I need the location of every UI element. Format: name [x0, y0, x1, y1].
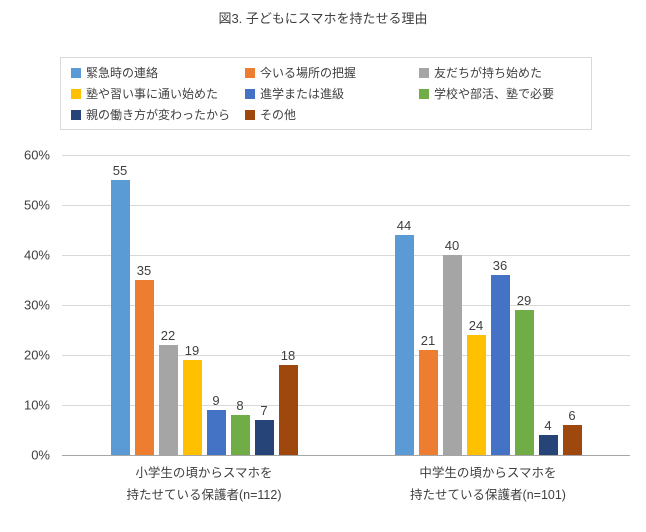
legend-swatch	[71, 88, 81, 99]
plot-area: 55 35 22 19 9 8 7 18 44 21 40 24 36 29 4 6	[62, 155, 630, 456]
chart-title: 図3. 子どもにスマホを持たせる理由	[218, 11, 428, 26]
legend-swatch	[71, 109, 81, 120]
bar-value-label: 24	[468, 318, 484, 333]
legend-item: 学校や部活、塾で必要	[419, 85, 593, 102]
y-tick-label: 50%	[23, 197, 50, 213]
bar-group: 44 21 40 24 36 29 4 6	[346, 155, 630, 455]
bar-value-label: 40	[444, 238, 460, 253]
legend-swatch	[245, 67, 255, 78]
bar: 55	[110, 155, 130, 455]
legend-label: 緊急時の連絡	[86, 66, 159, 80]
legend-label: 友だちが持ち始めた	[434, 66, 543, 80]
bar-rect	[134, 280, 154, 455]
bar: 44	[394, 155, 414, 455]
bar-value-label: 55	[112, 163, 128, 178]
bar-rect	[562, 425, 582, 455]
gridline	[62, 355, 630, 356]
y-axis: 60% 50% 40% 30% 20% 10% 0%	[6, 148, 54, 463]
bar-value-label: 6	[568, 408, 576, 423]
bar: 29	[514, 155, 534, 455]
y-tick-label: 20%	[23, 347, 50, 363]
legend-item: 緊急時の連絡	[71, 64, 245, 81]
bar-rect	[110, 180, 130, 455]
bar: 6	[562, 155, 582, 455]
bar-value-label: 36	[492, 258, 508, 273]
legend-label: 学校や部活、塾で必要	[434, 87, 555, 101]
bar-rect	[206, 410, 226, 455]
y-tick-label: 10%	[23, 397, 50, 413]
legend-item: 友だちが持ち始めた	[419, 64, 593, 81]
x-axis-labels: 小学生の頃からスマホを 持たせている保護者(n=112) 中学生の頃からスマホを 持た…	[62, 462, 630, 506]
legend-label: 進学または進級	[260, 87, 345, 101]
bar-rect	[538, 435, 558, 455]
y-tick-label: 30%	[23, 297, 50, 313]
bar-groups: 55 35 22 19 9 8 7 18 44 21 40 24 36 29 4 6	[62, 155, 630, 455]
bar-rect	[466, 335, 486, 455]
y-tick-label: 40%	[23, 247, 50, 263]
y-tick-label: 60%	[23, 147, 50, 163]
legend-label: 塾や習い事に通い始めた	[86, 87, 219, 101]
bar-value-label: 22	[160, 328, 176, 343]
bar-rect	[418, 350, 438, 455]
bar-rect	[158, 345, 178, 455]
bar: 36	[490, 155, 510, 455]
legend: 緊急時の連絡 今いる場所の把握 友だちが持ち始めた塾や習い事に通い始めた 進学または進…	[60, 57, 592, 130]
bar-rect	[182, 360, 202, 455]
bar-rect	[442, 255, 462, 455]
bar: 4	[538, 155, 558, 455]
gridline	[62, 405, 630, 406]
bar-rect	[514, 310, 534, 455]
legend-item: その他	[245, 106, 419, 123]
bar: 22	[158, 155, 178, 455]
bar-rect	[254, 420, 274, 455]
bar: 40	[442, 155, 462, 455]
bar: 19	[182, 155, 202, 455]
bar-value-label: 19	[184, 343, 200, 358]
category-label: 小学生の頃からスマホを 持たせている保護者(n=112)	[126, 466, 282, 502]
legend-swatch	[245, 109, 255, 120]
legend-label: 今いる場所の把握	[260, 66, 357, 80]
legend-label: 親の働き方が変わったから	[86, 108, 231, 122]
gridline	[62, 255, 630, 256]
bar: 35	[134, 155, 154, 455]
bar-group: 55 35 22 19 9 8 7 18	[62, 155, 346, 455]
legend-swatch	[419, 88, 429, 99]
legend-swatch	[245, 88, 255, 99]
legend-swatch	[419, 67, 429, 78]
legend-swatch	[71, 67, 81, 78]
gridline	[62, 155, 630, 156]
bar-value-label: 44	[396, 218, 412, 233]
bar: 7	[254, 155, 274, 455]
y-tick-label: 0%	[31, 447, 50, 463]
bar-value-label: 35	[136, 263, 152, 278]
bar: 8	[230, 155, 250, 455]
bar: 18	[278, 155, 298, 455]
bar-value-label: 8	[236, 398, 244, 413]
bar-value-label: 29	[516, 293, 532, 308]
legend-item: 今いる場所の把握	[245, 64, 419, 81]
bar-rect	[490, 275, 510, 455]
bar: 9	[206, 155, 226, 455]
bar-value-label: 4	[544, 418, 552, 433]
x-axis-line	[62, 455, 630, 456]
bar-value-label: 7	[260, 403, 268, 418]
gridline	[62, 205, 630, 206]
category-label: 中学生の頃からスマホを 持たせている保護者(n=101)	[410, 466, 566, 502]
legend-item: 親の働き方が変わったから	[71, 106, 245, 123]
legend-item: 塾や習い事に通い始めた	[71, 85, 245, 102]
bar-value-label: 21	[420, 333, 436, 348]
bar: 24	[466, 155, 486, 455]
bar-value-label: 9	[212, 393, 220, 408]
gridline	[62, 305, 630, 306]
bar-rect	[230, 415, 250, 455]
bar-value-label: 18	[280, 348, 296, 363]
legend-label: その他	[260, 108, 297, 122]
legend-item: 進学または進級	[245, 85, 419, 102]
bar-rect	[394, 235, 414, 455]
bar: 21	[418, 155, 438, 455]
bar-rect	[278, 365, 298, 455]
